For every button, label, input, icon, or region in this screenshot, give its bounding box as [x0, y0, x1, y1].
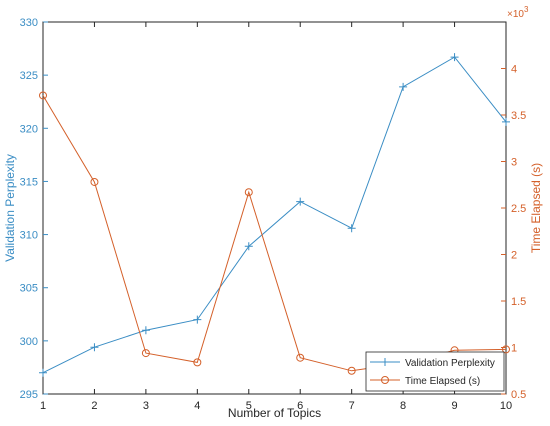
legend-label-perplexity: Validation Perplexity — [405, 358, 495, 369]
right-tick-label: 0.5 — [511, 389, 526, 401]
x-tick-label: 4 — [194, 400, 200, 412]
x-axis-label: Number of Topics — [228, 406, 321, 420]
x-tick-label: 10 — [500, 400, 512, 412]
left-tick-label: 310 — [20, 230, 38, 242]
right-tick-label: 3.5 — [511, 110, 526, 122]
right-tick-label: 1.5 — [511, 296, 526, 308]
right-tick-label: 3 — [511, 157, 517, 169]
x-tick-label: 9 — [451, 400, 457, 412]
right-tick-label: 4 — [511, 64, 517, 76]
x-tick-label: 8 — [400, 400, 406, 412]
left-tick-label: 305 — [20, 283, 38, 295]
exponent-base: ×10 — [507, 9, 524, 20]
left-tick-label: 295 — [20, 389, 38, 401]
right-tick-label: 2.5 — [511, 203, 526, 215]
right-tick-label: 1 — [511, 343, 517, 355]
left-axis-label: Validation Perplexity — [3, 154, 17, 262]
right-axis-label: Time Elapsed (s) — [529, 163, 543, 253]
legend-label-time: Time Elapsed (s) — [405, 376, 480, 387]
left-tick-label: 300 — [20, 336, 38, 348]
x-tick-label: 1 — [40, 400, 46, 412]
x-tick-label: 3 — [143, 400, 149, 412]
x-tick-label: 2 — [91, 400, 97, 412]
left-tick-label: 330 — [20, 17, 38, 29]
left-tick-label: 325 — [20, 70, 38, 82]
exponent-power: 3 — [524, 5, 529, 14]
legend: Validation Perplexity Time Elapsed (s) — [366, 352, 504, 391]
left-tick-label: 315 — [20, 176, 38, 188]
x-tick-label: 7 — [349, 400, 355, 412]
left-tick-label: 320 — [20, 123, 38, 135]
right-tick-label: 2 — [511, 250, 517, 262]
